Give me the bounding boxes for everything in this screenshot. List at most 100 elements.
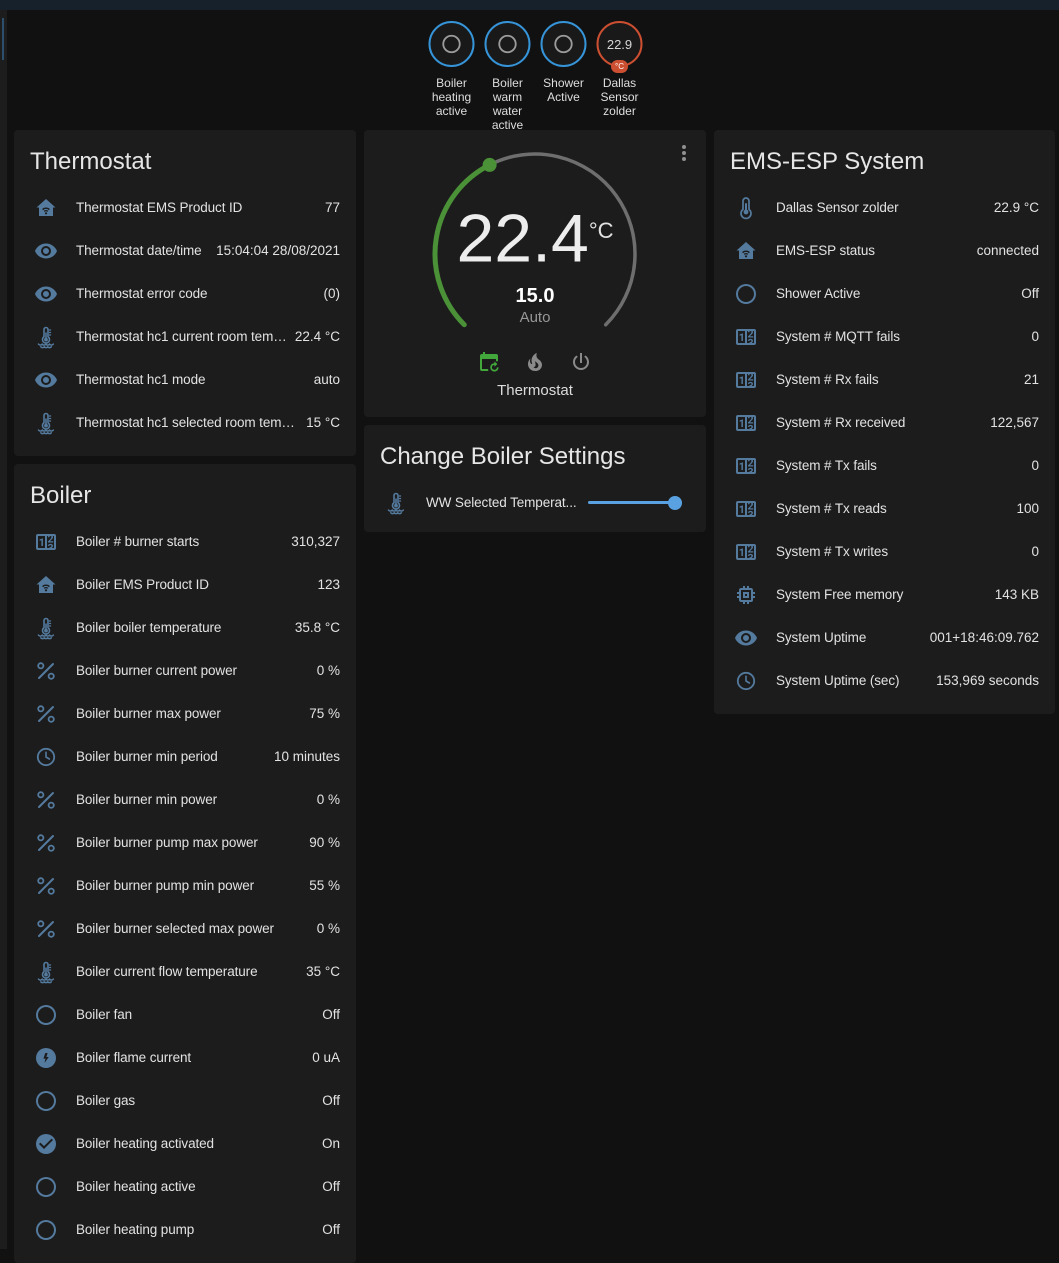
- entity-row[interactable]: Boiler heating activated On: [14, 1122, 356, 1165]
- entity-row[interactable]: System # Rx received 122,567: [714, 401, 1055, 444]
- dial-arc[interactable]: [425, 144, 645, 364]
- entity-row[interactable]: System # Tx fails 0: [714, 444, 1055, 487]
- column-left: Thermostat Thermostat EMS Product ID 77 …: [14, 130, 356, 1263]
- power-icon[interactable]: [569, 350, 593, 374]
- entity-row[interactable]: System # MQTT fails 0: [714, 315, 1055, 358]
- entity-label: System Free memory: [776, 587, 904, 602]
- flash-circle-icon: [34, 1046, 58, 1070]
- thermometer-water-icon: [34, 411, 58, 435]
- entity-value: 0: [1031, 329, 1039, 344]
- entity-row[interactable]: Dallas Sensor zolder 22.9 °C: [714, 186, 1055, 229]
- entity-label: Boiler heating activated: [76, 1136, 214, 1151]
- home-wifi-icon: [34, 573, 58, 597]
- entity-label: Boiler burner current power: [76, 663, 237, 678]
- entity-value: auto: [313, 372, 340, 387]
- radiobox-blank-icon: [497, 33, 519, 55]
- entity-value: 122,567: [990, 415, 1039, 430]
- badge-boiler-warm-water-active[interactable]: Boiler warm water active: [482, 21, 533, 133]
- entity-row[interactable]: Boiler flame current 0 uA: [14, 1036, 356, 1079]
- card-title: Change Boiler Settings: [380, 443, 626, 470]
- calendar-sync-icon[interactable]: [477, 350, 501, 374]
- slider-knob[interactable]: [668, 495, 682, 510]
- entity-value: Off: [322, 1007, 340, 1022]
- entity-value: 0 uA: [312, 1050, 340, 1065]
- entity-row[interactable]: Boiler heating active Off: [14, 1165, 356, 1208]
- eye-icon: [34, 239, 58, 263]
- boiler-entities-card: Boiler Boiler # burner starts 310,327 Bo…: [14, 464, 356, 1263]
- entity-row[interactable]: EMS-ESP status connected: [714, 229, 1055, 272]
- entity-row[interactable]: Boiler boiler temperature 35.8 °C: [14, 606, 356, 649]
- entity-label: System # Rx received: [776, 415, 906, 430]
- thermometer-icon: [734, 196, 758, 220]
- entity-row[interactable]: System Uptime (sec) 153,969 seconds: [714, 659, 1055, 702]
- entity-row[interactable]: Boiler current flow temperature 35 °C: [14, 950, 356, 993]
- badge-dallas-sensor-zolder[interactable]: 22.9 °C Dallas Sensor zolder: [594, 21, 645, 118]
- counter-icon: [734, 411, 758, 435]
- entity-row[interactable]: Boiler # burner starts 310,327: [14, 520, 356, 563]
- dial-knob[interactable]: [482, 157, 497, 172]
- entity-row[interactable]: Thermostat error code (0): [14, 272, 356, 315]
- entity-row[interactable]: Boiler burner current power 0 %: [14, 649, 356, 692]
- entity-row[interactable]: System Free memory 143 KB: [714, 573, 1055, 616]
- badge-boiler-heating-active[interactable]: Boiler heating active: [426, 21, 477, 118]
- entity-row[interactable]: Boiler burner pump max power 90 %: [14, 821, 356, 864]
- entity-row[interactable]: Boiler burner max power 75 %: [14, 692, 356, 735]
- sidebar-edge: [0, 10, 7, 1249]
- entity-row[interactable]: Thermostat date/time 15:04:04 28/08/2021: [14, 229, 356, 272]
- entity-value: (0): [323, 286, 341, 301]
- entity-row[interactable]: Boiler heating pump Off: [14, 1208, 356, 1251]
- counter-icon: [34, 530, 58, 554]
- entity-label: Boiler fan: [76, 1007, 133, 1022]
- entity-label: Thermostat hc1 selected room temper...: [76, 415, 299, 430]
- entity-row[interactable]: System Uptime 001+18:46:09.762: [714, 616, 1055, 659]
- entity-row[interactable]: Boiler burner selected max power 0 %: [14, 907, 356, 950]
- badge-shower-active[interactable]: Shower Active: [538, 21, 589, 104]
- entity-row[interactable]: Boiler gas Off: [14, 1079, 356, 1122]
- circle-outline-icon: [34, 1175, 58, 1199]
- badge-circle[interactable]: [540, 21, 587, 67]
- fire-icon[interactable]: [523, 350, 547, 374]
- entity-row[interactable]: Thermostat hc1 mode auto: [14, 358, 356, 401]
- entity-value: 35.8 °C: [294, 620, 340, 635]
- badge-label: Dallas Sensor zolder: [600, 76, 639, 119]
- ww-temperature-slider[interactable]: [588, 495, 682, 510]
- entity-label: System Uptime (sec): [776, 673, 900, 688]
- entity-label: Thermostat hc1 mode: [76, 372, 206, 387]
- dashboard-grid: Thermostat Thermostat EMS Product ID 77 …: [14, 130, 1055, 1263]
- thermostat-dial[interactable]: 22.4°C 15.0 Auto: [425, 144, 645, 364]
- entity-value: 22.9 °C: [993, 200, 1039, 215]
- entity-row[interactable]: Boiler burner min period 10 minutes: [14, 735, 356, 778]
- counter-icon: [734, 368, 758, 392]
- badge-circle[interactable]: [428, 21, 475, 67]
- circle-outline-icon: [34, 1218, 58, 1242]
- entity-row[interactable]: Thermostat hc1 selected room temper... 1…: [14, 401, 356, 444]
- entity-value: 35 °C: [306, 964, 340, 979]
- entity-value: Off: [322, 1179, 340, 1194]
- entity-row[interactable]: System # Tx reads 100: [714, 487, 1055, 530]
- entity-row[interactable]: Boiler fan Off: [14, 993, 356, 1036]
- percent-icon: [34, 788, 58, 812]
- app-header-edge: [0, 0, 1059, 10]
- entity-row[interactable]: System # Rx fails 21: [714, 358, 1055, 401]
- entity-value: connected: [976, 243, 1039, 258]
- eye-icon: [734, 626, 758, 650]
- entity-label: Shower Active: [776, 286, 861, 301]
- entity-row[interactable]: Boiler EMS Product ID 123: [14, 563, 356, 606]
- entity-row[interactable]: Boiler burner pump min power 55 %: [14, 864, 356, 907]
- badge-circle[interactable]: [484, 21, 531, 67]
- entity-label: Boiler burner min period: [76, 749, 218, 764]
- kebab-menu-icon[interactable]: [672, 141, 696, 165]
- entity-row[interactable]: Shower Active Off: [714, 272, 1055, 315]
- entity-row[interactable]: Thermostat EMS Product ID 77: [14, 186, 356, 229]
- entity-value: Off: [322, 1222, 340, 1237]
- entity-value: 143 KB: [994, 587, 1039, 602]
- entity-row[interactable]: Boiler burner min power 0 %: [14, 778, 356, 821]
- entity-label: Boiler burner selected max power: [76, 921, 274, 936]
- chip-icon: [734, 583, 758, 607]
- badge-circle[interactable]: 22.9 °C: [596, 21, 643, 73]
- thermometer-water-icon: [34, 960, 58, 984]
- entity-value: 0 %: [316, 792, 340, 807]
- entity-row[interactable]: Thermostat hc1 current room temper... 22…: [14, 315, 356, 358]
- entity-row[interactable]: System # Tx writes 0: [714, 530, 1055, 573]
